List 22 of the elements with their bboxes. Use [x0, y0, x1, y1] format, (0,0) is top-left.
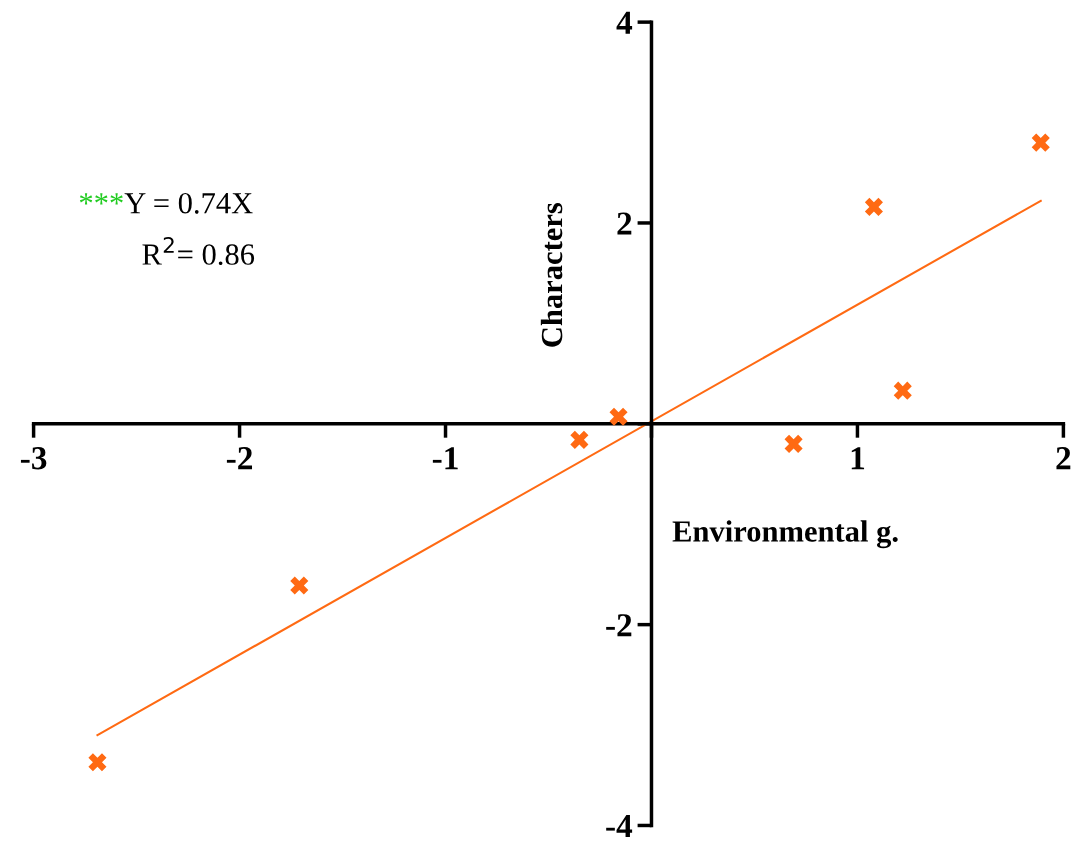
x-tick-label: 1: [851, 447, 865, 470]
point: [88, 753, 107, 772]
x-tick-label: 2: [1056, 447, 1071, 470]
y-tick-label: -2: [606, 614, 632, 637]
x-axis-title: Environmental g.: [672, 520, 898, 549]
y-tick-label: -4: [606, 815, 633, 838]
y-tick-label: 2: [617, 212, 632, 235]
point: [1031, 133, 1050, 152]
point: [893, 381, 912, 400]
annotation: R$^{2}$= 0.86: [142, 237, 255, 266]
x-tick-label: -2: [226, 447, 253, 470]
point: [784, 434, 803, 453]
x-tick-label: -3: [20, 447, 47, 470]
point: [864, 197, 883, 216]
annotation: Y = 0.74X: [124, 192, 253, 214]
y-tick-label: 4: [616, 11, 633, 34]
y-axis-title: Characters: [540, 202, 563, 347]
point: [290, 576, 309, 595]
annotation: ***: [79, 193, 123, 205]
x-tick-label: -1: [432, 447, 458, 470]
point: [609, 407, 628, 426]
point: [570, 430, 589, 449]
